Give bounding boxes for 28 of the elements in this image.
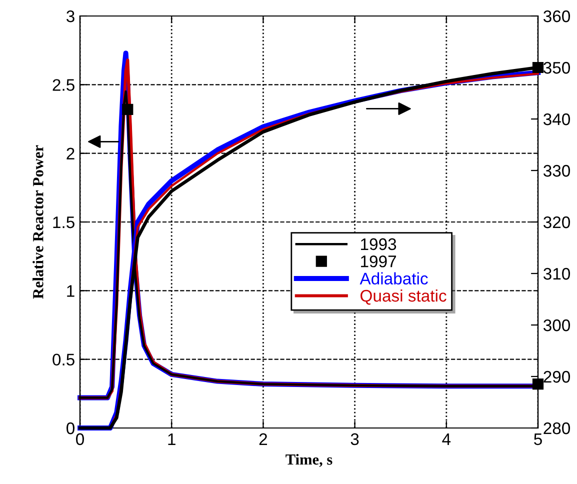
x-tick-label: 1: [168, 433, 176, 445]
y2-tick-label: 350: [543, 62, 570, 74]
x-tick-label: 0: [76, 433, 84, 446]
y-tick-label: 2: [66, 148, 74, 160]
legend-label: Quasi static: [360, 289, 446, 305]
x-axis-title: Time, s: [286, 454, 332, 467]
y-tick-label: 2.5: [52, 79, 74, 91]
x-tick-label: 3: [350, 433, 359, 446]
x-tick-label: 2: [259, 433, 267, 445]
y2-tick-label: 310: [543, 268, 570, 280]
y2-tick-label: 330: [543, 164, 570, 177]
y-tick-label: 0: [66, 422, 74, 434]
y2-tick-label: 280: [544, 422, 570, 434]
legend-label: Adiabatic: [360, 272, 428, 285]
y-tick-label: 1: [67, 285, 74, 297]
legend-label: 1997: [361, 256, 396, 268]
y2-tick-label: 360: [543, 10, 570, 22]
y-tick-label: 1.5: [53, 216, 74, 228]
x-tick-label: 5: [534, 433, 542, 446]
y-tick-label: 3: [66, 10, 74, 22]
y-axis-title: Relative Reactor Power: [32, 145, 44, 299]
y2-tick-label: 340: [543, 113, 570, 126]
y2-tick-label: 320: [543, 216, 570, 228]
y2-tick-label: 290: [544, 370, 570, 383]
y2-tick-label: 300: [543, 319, 570, 332]
legend-label: 1993: [361, 238, 396, 250]
x-tick-label: 4: [442, 433, 451, 445]
y-tick-label: 0.5: [52, 354, 74, 366]
